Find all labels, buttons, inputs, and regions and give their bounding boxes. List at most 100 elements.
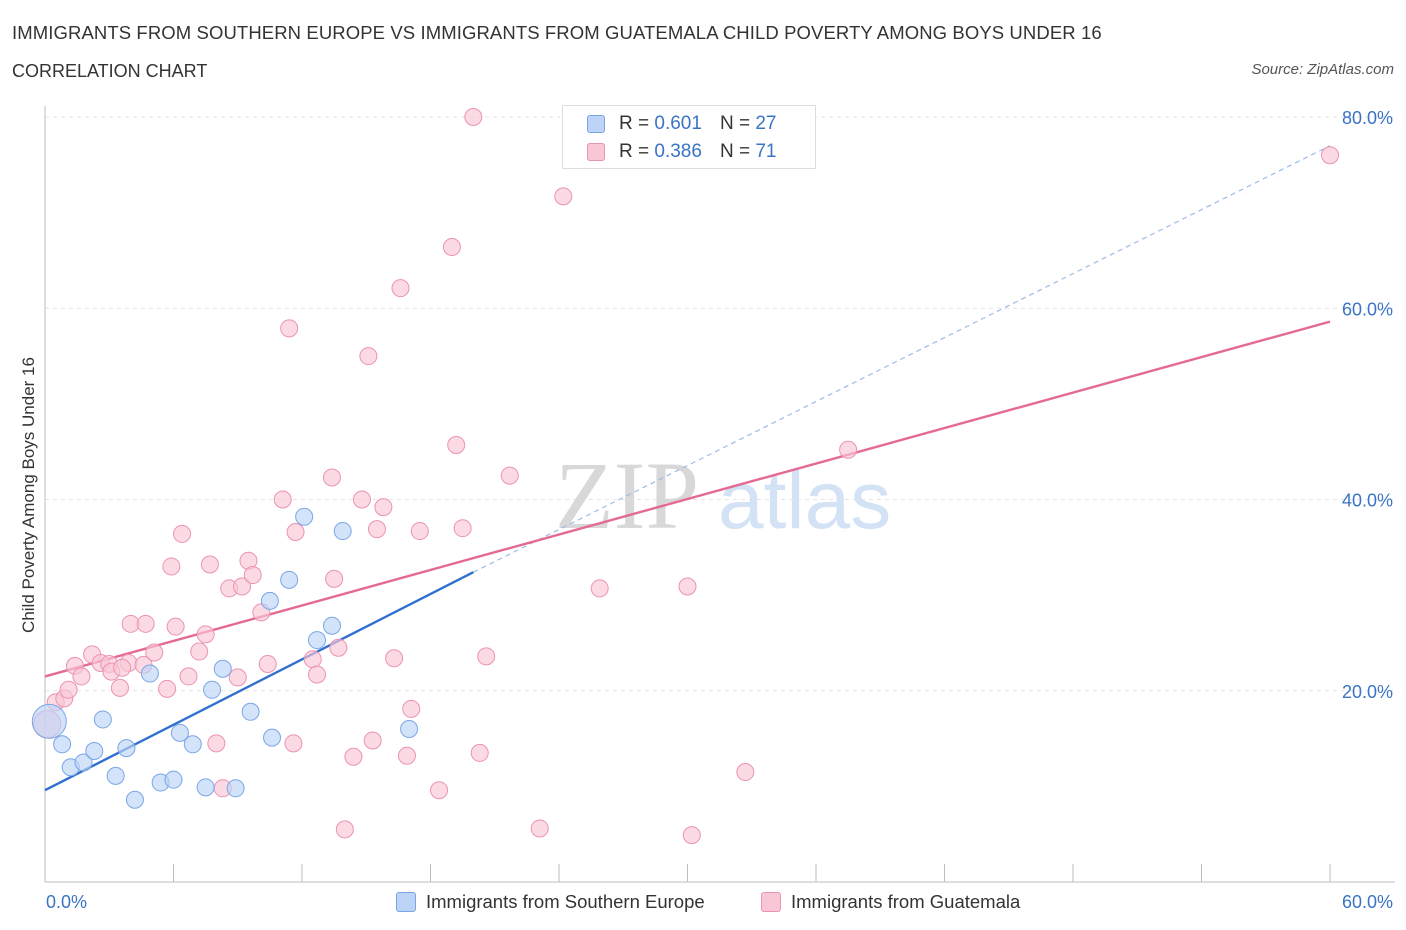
point-guatemala	[736, 763, 755, 782]
point-southern-europe	[140, 664, 159, 683]
point-guatemala	[430, 781, 449, 800]
point-southern-europe	[183, 735, 202, 754]
point-guatemala	[303, 650, 322, 669]
point-guatemala	[258, 654, 277, 673]
point-guatemala	[678, 577, 697, 596]
legend-r-value: 0.386	[654, 141, 702, 162]
point-southern-europe	[85, 741, 104, 760]
point-southern-europe	[106, 766, 125, 785]
point-southern-europe	[31, 703, 67, 739]
legend-swatch-blue	[587, 115, 605, 133]
point-southern-europe	[307, 631, 326, 650]
point-guatemala	[477, 647, 496, 666]
point-guatemala	[284, 734, 303, 753]
legend-r-value: 0.601	[654, 113, 702, 134]
point-southern-europe	[263, 728, 282, 747]
point-southern-europe	[213, 659, 232, 678]
point-guatemala	[374, 498, 393, 517]
point-guatemala	[335, 820, 354, 839]
point-guatemala	[59, 680, 78, 699]
x-tick-label: 60.0%	[1342, 892, 1393, 912]
y-tick-label: 20.0%	[1342, 682, 1393, 702]
grid-lines	[45, 116, 1394, 692]
legend-n-value: 71	[755, 141, 777, 162]
point-southern-europe	[74, 753, 93, 772]
point-guatemala	[385, 649, 404, 668]
point-guatemala	[162, 557, 181, 576]
point-guatemala	[136, 614, 155, 633]
point-guatemala	[352, 490, 371, 509]
chart-subtitle: CORRELATION CHART	[12, 61, 208, 81]
chart-title: IMMIGRANTS FROM SOUTHERN EUROPE VS IMMIG…	[12, 22, 1102, 43]
legend-n-label: N =	[719, 113, 751, 134]
point-guatemala	[344, 747, 363, 766]
point-guatemala	[500, 466, 519, 485]
point-southern-europe	[53, 735, 72, 754]
point-guatemala	[470, 743, 489, 762]
legend-n-label: N =	[719, 141, 751, 162]
point-guatemala	[113, 658, 132, 677]
point-guatemala	[367, 520, 386, 539]
point-southern-europe	[117, 739, 136, 758]
point-southern-europe	[125, 790, 144, 809]
point-guatemala	[554, 187, 573, 206]
bottom-legend-southern-europe: Immigrants from Southern Europe	[396, 889, 705, 915]
point-guatemala	[228, 668, 247, 687]
y-axis-label: Child Poverty Among Boys Under 16	[19, 357, 38, 633]
bottom-legend-swatch-pink	[761, 892, 781, 912]
point-guatemala	[72, 667, 91, 686]
stats-legend: R = 0.601 N = 27 R = 0.386 N = 71	[562, 105, 816, 169]
legend-swatch-pink	[587, 143, 605, 161]
bottom-legend-guatemala: Immigrants from Guatemala	[761, 889, 1020, 915]
point-southern-europe	[203, 680, 222, 699]
legend-r-label: R =	[619, 113, 650, 134]
point-guatemala	[158, 679, 177, 698]
bottom-legend-swatch-blue	[396, 892, 416, 912]
point-guatemala	[397, 746, 416, 765]
legend-row-southern-europe: R = 0.601 N = 27	[587, 111, 776, 137]
point-southern-europe	[322, 616, 341, 635]
point-guatemala	[391, 279, 410, 298]
point-guatemala	[200, 555, 219, 574]
source-label: Source: ZipAtlas.com	[1251, 61, 1394, 78]
point-guatemala	[1321, 146, 1339, 165]
point-guatemala	[363, 731, 382, 750]
bottom-legend-label: Immigrants from Guatemala	[791, 891, 1021, 912]
point-southern-europe	[226, 779, 245, 798]
point-guatemala	[243, 566, 262, 585]
point-southern-europe	[164, 770, 183, 789]
point-guatemala	[166, 617, 185, 636]
point-southern-europe	[196, 778, 215, 797]
point-guatemala	[839, 440, 858, 459]
point-guatemala	[173, 524, 192, 543]
tick-labels: 20.0% 40.0% 60.0% 80.0% 0.0% 60.0%	[46, 108, 1393, 912]
point-guatemala	[280, 319, 299, 338]
point-guatemala	[179, 667, 198, 686]
point-guatemala	[447, 435, 466, 454]
data-points	[31, 108, 1339, 845]
point-guatemala	[325, 569, 344, 588]
point-guatemala	[453, 519, 472, 538]
point-guatemala	[682, 826, 701, 845]
trend-line-southern-europe	[44, 571, 474, 792]
point-guatemala	[530, 819, 549, 838]
axes	[44, 106, 1395, 883]
y-tick-label: 40.0%	[1342, 491, 1393, 511]
point-guatemala	[190, 642, 209, 661]
point-southern-europe	[170, 723, 189, 742]
point-guatemala	[590, 579, 609, 598]
point-guatemala	[233, 577, 252, 596]
trend-line-southern-europe-extension	[473, 145, 1331, 573]
legend-row-guatemala: R = 0.386 N = 71	[587, 139, 776, 165]
point-guatemala	[207, 734, 226, 753]
bottom-legend-label: Immigrants from Southern Europe	[426, 891, 705, 912]
legend-n-value: 27	[755, 113, 777, 134]
point-southern-europe	[260, 591, 279, 610]
legend-r-label: R =	[619, 141, 650, 162]
point-guatemala	[110, 678, 129, 697]
watermark-atlas: atlas	[718, 455, 891, 546]
point-southern-europe	[333, 522, 352, 541]
point-southern-europe	[93, 710, 112, 729]
point-southern-europe	[241, 702, 260, 721]
